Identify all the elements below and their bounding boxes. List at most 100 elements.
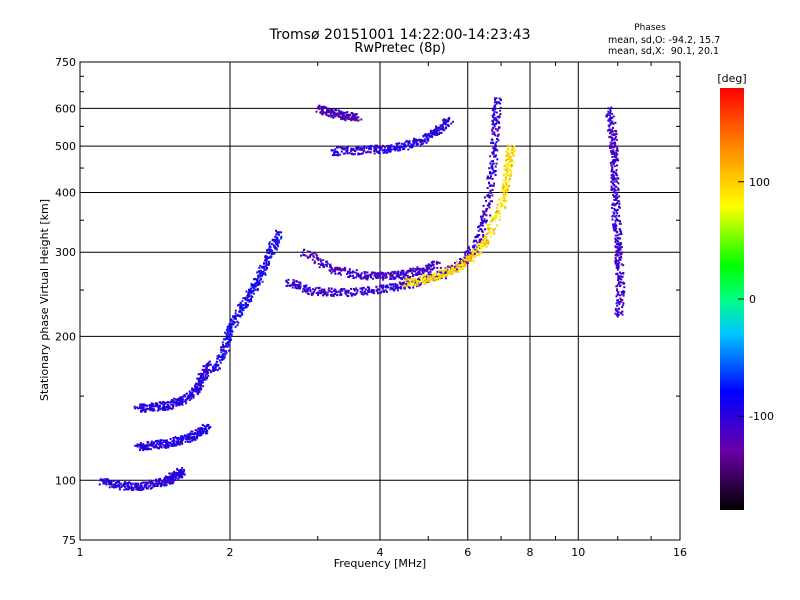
data-point [276,231,279,234]
data-point [118,486,121,489]
data-point [166,441,169,444]
data-point [494,174,497,176]
data-point [483,218,486,221]
data-point [318,289,321,292]
data-point [428,278,431,281]
data-point [163,483,166,486]
data-point [156,404,159,407]
data-point [179,398,182,401]
data-point [607,124,610,127]
data-point [145,407,148,410]
data-point [343,111,346,114]
data-point [357,147,360,150]
trace-o-layer-120 [134,423,212,452]
data-point [126,485,129,488]
data-point [215,364,217,367]
data-point [401,272,404,275]
data-point [267,248,270,251]
data-point [438,261,441,264]
data-point [205,428,208,431]
data-point [490,184,493,187]
data-point [309,289,312,292]
data-point [229,320,232,323]
data-point [438,275,440,278]
data-point [301,251,304,254]
data-point [618,280,621,283]
data-point [414,273,417,276]
data-point [450,269,453,272]
data-point [248,300,251,303]
data-point [511,152,514,155]
data-point [489,200,492,203]
data-point [192,394,195,397]
data-point [184,440,187,443]
data-point [233,321,236,324]
data-point [356,116,359,119]
data-point [365,275,368,278]
data-point [619,275,622,278]
data-point [431,260,434,263]
data-point [402,271,405,274]
data-point [245,302,247,305]
data-point [489,220,492,223]
data-point [220,348,223,351]
data-point [229,333,232,336]
data-point [474,250,477,253]
data-point [327,289,330,292]
data-point [471,251,474,254]
data-point [506,144,509,147]
data-point [323,265,325,268]
data-point [333,290,336,293]
data-point [250,297,252,300]
data-point [154,484,157,487]
data-point [508,155,511,158]
data-point [326,262,329,265]
data-point [493,182,496,185]
data-point [353,113,356,116]
data-point [499,109,502,112]
data-point [503,168,506,171]
data-point [443,119,446,122]
data-point [155,482,158,485]
data-point [615,138,618,141]
data-point [193,437,196,440]
data-point [490,138,493,141]
data-point [486,219,488,222]
data-point [509,161,511,164]
y-tick-label: 750 [55,56,76,69]
data-point [313,260,316,263]
data-point [476,241,479,244]
data-point [617,265,620,268]
data-point [337,268,340,271]
data-point [208,369,211,371]
data-point [191,393,194,396]
data-point [230,326,233,329]
data-point [341,114,344,117]
data-point [351,294,354,297]
data-point [149,406,152,409]
data-point [172,437,175,439]
data-point [427,279,429,282]
data-point [173,473,176,476]
data-point [310,253,313,256]
data-point [382,275,385,278]
data-point [324,292,327,295]
y-tick-label: 600 [55,102,76,115]
data-point [609,108,612,111]
data-point [297,286,300,289]
data-point [504,198,507,201]
data-point [398,147,401,150]
data-point [615,273,618,275]
data-point [234,312,237,315]
data-point [618,237,621,240]
data-point [614,145,617,148]
data-point [297,281,300,284]
data-point [262,267,265,270]
data-point [427,139,430,142]
data-point [407,143,410,146]
data-point [139,446,142,449]
data-point [320,262,323,265]
data-point [191,430,194,433]
data-point [195,390,198,393]
data-point [615,152,618,154]
